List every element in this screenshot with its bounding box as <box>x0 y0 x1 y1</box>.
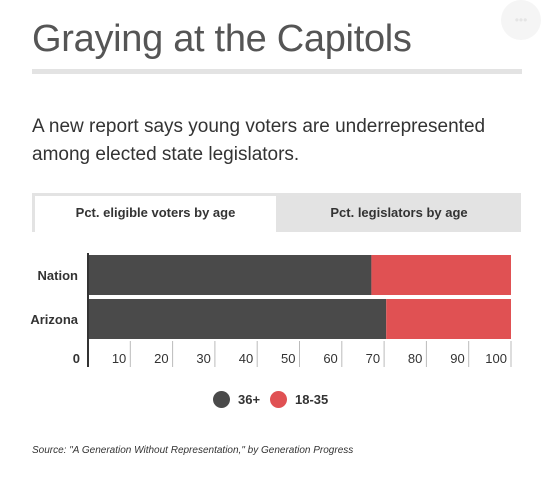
source-note: Source: "A Generation Without Representa… <box>32 445 354 456</box>
legend-label-36-plus: 36+ <box>238 392 261 407</box>
x-tick-label: 80 <box>408 351 422 366</box>
x-tick-label: 50 <box>281 351 295 366</box>
chart-title: Graying at the Capitols <box>32 18 412 60</box>
bar-nation-18-35 <box>371 255 511 295</box>
x-tick-label: 70 <box>366 351 380 366</box>
category-label: Nation <box>38 268 79 283</box>
legend-swatch-18-35 <box>270 391 287 408</box>
x-tick-label: 10 <box>112 351 126 366</box>
bar-chart: Nation Arizona 0 10 20 30 40 50 60 70 80 90 100 <box>30 253 512 367</box>
chart-subtitle: A new report says young voters are under… <box>32 116 486 165</box>
tab-bar: Pct. eligible voters by age Pct. legisla… <box>32 193 521 232</box>
tab-legislators[interactable]: Pct. legislators by age <box>330 205 468 220</box>
category-label: Arizona <box>30 312 78 327</box>
bar-nation-36-plus <box>88 255 372 295</box>
bar-arizona-18-35 <box>386 299 511 339</box>
more-options-icon[interactable]: ••• <box>501 0 541 40</box>
x-tick-label: 90 <box>450 351 464 366</box>
x-tick-label: 30 <box>196 351 210 366</box>
x-tick-label: 60 <box>323 351 337 366</box>
x-tick-label: 20 <box>154 351 168 366</box>
x-tick-label: 100 <box>485 351 507 366</box>
legend-swatch-36-plus <box>213 391 230 408</box>
bar-arizona-36-plus <box>88 299 387 339</box>
tab-eligible-voters[interactable]: Pct. eligible voters by age <box>35 196 276 232</box>
legend-label-18-35: 18-35 <box>295 392 329 407</box>
x-tick-label: 40 <box>239 351 253 366</box>
x-tick-label: 0 <box>73 351 80 366</box>
title-divider <box>32 69 522 74</box>
